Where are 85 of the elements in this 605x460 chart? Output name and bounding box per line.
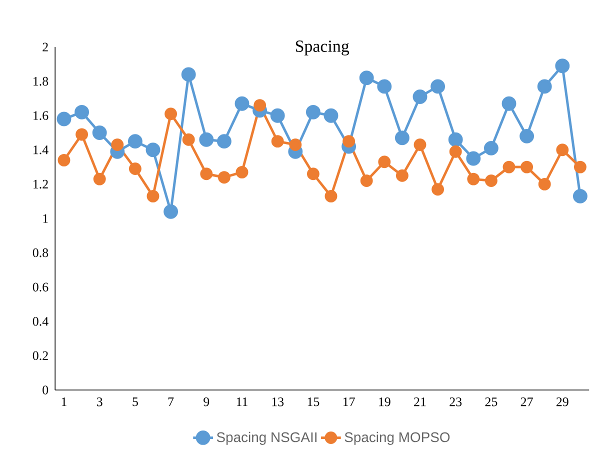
y-tick-label: 0.2 [32, 351, 48, 360]
x-tick-label: 27 [520, 398, 533, 406]
point [502, 160, 516, 174]
point [216, 134, 232, 149]
point [377, 79, 392, 94]
y-tick-label: 1.6 [34, 111, 48, 120]
y-tick-label: 0.8 [32, 248, 48, 258]
point [128, 162, 142, 175]
x-tick-label: 9 [204, 398, 210, 406]
x-tick-label: 23 [450, 398, 462, 406]
point [111, 138, 124, 151]
x-tick-label: 7 [168, 398, 174, 406]
x-tick-label: 3 [96, 398, 102, 406]
point [537, 79, 552, 94]
point [306, 168, 320, 180]
point [270, 108, 285, 123]
point [254, 99, 266, 112]
y-tick-label: 0.4 [32, 317, 48, 326]
point [556, 144, 569, 156]
legend-label: Spacing NSGAII [216, 432, 316, 445]
point [360, 174, 373, 187]
point [182, 133, 195, 146]
y-tick-label: 1.8 [34, 76, 48, 86]
y-tick-label: 0 [42, 386, 48, 394]
point [324, 108, 338, 123]
point [324, 190, 338, 202]
point [572, 188, 588, 204]
y-tick-label: 2 [42, 42, 48, 52]
x-tick-label: 29 [556, 398, 568, 406]
x-tick-label: 15 [308, 398, 320, 406]
point [76, 128, 88, 141]
point [484, 174, 498, 187]
point [164, 108, 178, 120]
x-tick-label: 13 [272, 398, 284, 406]
point [484, 140, 498, 156]
point [467, 172, 480, 186]
point [306, 104, 320, 120]
point [58, 154, 70, 166]
point [164, 204, 178, 219]
point [502, 96, 516, 111]
x-tick-label: 25 [485, 398, 498, 406]
point [218, 171, 230, 184]
point [538, 178, 551, 190]
x-tick-label: 1 [62, 398, 66, 406]
point [236, 166, 248, 178]
point [449, 145, 462, 158]
point [181, 67, 196, 82]
point [396, 169, 408, 182]
point [555, 58, 570, 74]
x-tick-label: 5 [132, 398, 138, 406]
point [234, 96, 250, 111]
y-tick-label: 1.4 [34, 146, 48, 154]
x-tick-label: 21 [414, 398, 426, 406]
point [56, 112, 72, 126]
point [93, 172, 106, 186]
point [200, 168, 213, 180]
point [520, 128, 534, 144]
x-tick-label: 11 [236, 398, 248, 406]
chart-title: Spacing [296, 40, 350, 56]
y-tick-label: 0.6 [32, 282, 48, 292]
point [146, 142, 160, 158]
point [394, 130, 410, 146]
point [466, 151, 481, 166]
point [574, 160, 586, 174]
point [92, 126, 107, 140]
point [128, 134, 142, 149]
point [378, 156, 391, 168]
point [412, 90, 428, 104]
point [74, 104, 90, 120]
y-tick-label: 1.2 [34, 180, 48, 189]
point [289, 138, 302, 151]
point [432, 183, 444, 196]
legend-label: Spacing MOPSO [344, 432, 450, 445]
point [430, 79, 446, 94]
y-tick-label: 1 [43, 214, 48, 223]
point [342, 135, 356, 148]
x-tick-label: 19 [379, 398, 390, 406]
point [271, 135, 284, 148]
point [448, 132, 463, 147]
point [146, 190, 160, 202]
point [359, 70, 374, 86]
point [520, 160, 534, 174]
point [199, 132, 214, 147]
x-tick-label: 17 [343, 398, 355, 406]
point [414, 138, 426, 151]
